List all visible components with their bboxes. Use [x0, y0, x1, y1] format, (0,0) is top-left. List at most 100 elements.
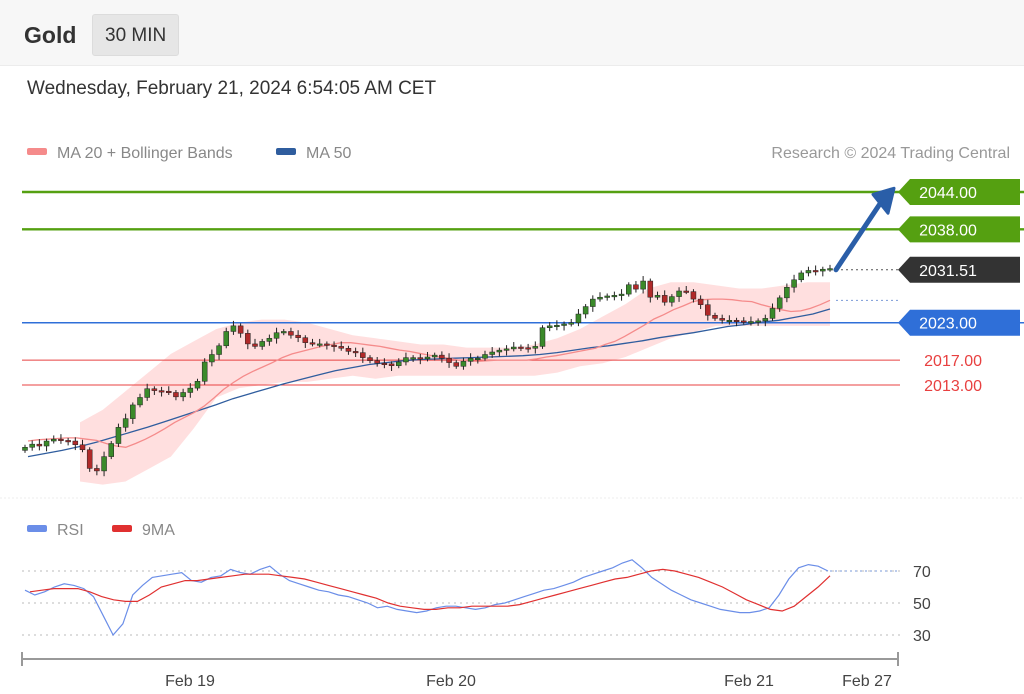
candle-body — [223, 331, 229, 347]
candle-body — [805, 270, 812, 274]
candle-body — [36, 443, 43, 447]
candle-body — [352, 351, 359, 354]
ma20-label: MA 20 + Bollinger Bands — [57, 145, 233, 162]
rsi-tick-50: 50 — [913, 596, 931, 613]
candle-body — [201, 361, 208, 382]
ma20-swatch — [27, 148, 47, 156]
candle-body — [101, 456, 107, 472]
candle-body — [640, 280, 646, 290]
timeframe-button[interactable]: 30 MIN — [92, 14, 180, 56]
candle-body — [539, 327, 546, 347]
candle-body — [216, 345, 222, 355]
legend-ma20: MA 20 + Bollinger Bands — [27, 145, 233, 163]
candle-body — [151, 388, 158, 391]
candle-body — [733, 320, 740, 323]
candle-body — [762, 318, 769, 322]
candle-body — [525, 347, 531, 350]
ma9-swatch — [112, 525, 132, 533]
rsi-line — [24, 559, 829, 637]
candle-body — [403, 357, 409, 363]
candle-body — [237, 325, 244, 334]
candle-body — [511, 346, 517, 350]
candle-body — [712, 315, 718, 319]
candle-body — [475, 357, 481, 360]
candle-body — [820, 268, 826, 272]
candle-body — [259, 341, 265, 347]
ma50-label: MA 50 — [306, 145, 352, 162]
candle-body — [654, 295, 661, 298]
candle-body — [381, 362, 388, 365]
candle-body — [273, 332, 280, 339]
candle-body — [676, 290, 682, 297]
candle-body — [518, 346, 524, 349]
candle-body — [661, 295, 668, 303]
candle-body — [719, 318, 725, 321]
candle-body — [72, 440, 79, 446]
time-label-feb-20: Feb 20 — [426, 673, 476, 690]
candle-body — [597, 296, 603, 300]
candle-body — [209, 354, 215, 363]
level-tag — [898, 216, 1020, 243]
candle-body — [532, 346, 539, 349]
level-tag — [898, 309, 1020, 336]
chart-header: Gold 30 MIN — [0, 0, 1024, 66]
candle-body — [690, 291, 697, 300]
candle-body — [410, 357, 416, 360]
level-tag-text: 2038.00 — [919, 222, 977, 239]
candle-body — [295, 334, 301, 338]
legend-9ma: 9MA — [112, 522, 175, 540]
candle-body — [683, 290, 689, 293]
candle-body — [94, 468, 100, 472]
rsi-swatch — [27, 525, 47, 533]
candle-body — [784, 287, 790, 299]
credit-text: Research © 2024 Trading Central — [771, 145, 1010, 162]
candle-body — [791, 279, 797, 288]
level-tag-text: 2023.00 — [919, 316, 977, 333]
candle-body — [489, 351, 495, 355]
candle-body — [546, 325, 553, 328]
candle-body — [374, 360, 380, 364]
candle-body — [827, 268, 833, 271]
time-axis: Feb 19 Feb 20 Feb 21 Feb 27 — [21, 652, 899, 690]
legend-rsi: RSI — [27, 522, 84, 540]
candle-body — [431, 354, 438, 358]
candle-body — [115, 427, 122, 444]
candle-body — [324, 343, 330, 346]
level-tag — [898, 179, 1020, 205]
candle-body — [582, 306, 589, 315]
ma20-line — [27, 298, 831, 448]
ma50-line — [27, 308, 831, 458]
candle-body — [187, 387, 194, 393]
candle-body — [503, 348, 510, 351]
candle-body — [331, 344, 337, 347]
candle-body — [424, 356, 431, 360]
candle-body — [51, 438, 57, 442]
candle-body — [309, 342, 316, 345]
candle-body — [575, 313, 582, 323]
rsi-tick-70: 70 — [913, 564, 931, 581]
candle-body — [554, 324, 560, 327]
timestamp: Wednesday, February 21, 2024 6:54:05 AM … — [27, 78, 437, 99]
candle-body — [58, 438, 64, 441]
forecast-arrow-head — [871, 186, 896, 215]
candle-body — [316, 343, 323, 346]
candle-body — [798, 272, 804, 281]
ma50-swatch — [276, 148, 296, 156]
candles — [22, 264, 833, 477]
candle-body — [626, 284, 632, 295]
candle-body — [776, 297, 783, 309]
level-label-2044.00: 2044.00 — [898, 179, 1020, 205]
candle-body — [453, 362, 459, 367]
candle-body — [561, 323, 567, 326]
candle-body — [194, 381, 201, 389]
candle-body — [697, 298, 704, 305]
candle-body — [568, 322, 574, 325]
level-label-2023.00: 2023.00 — [898, 309, 1020, 336]
time-label-feb-21: Feb 21 — [724, 673, 774, 690]
level-tag-text: 2031.51 — [919, 263, 977, 280]
candle-body — [173, 392, 179, 398]
candle-body — [705, 304, 711, 316]
candle-body — [144, 388, 150, 398]
instrument-title: Gold — [24, 22, 77, 48]
